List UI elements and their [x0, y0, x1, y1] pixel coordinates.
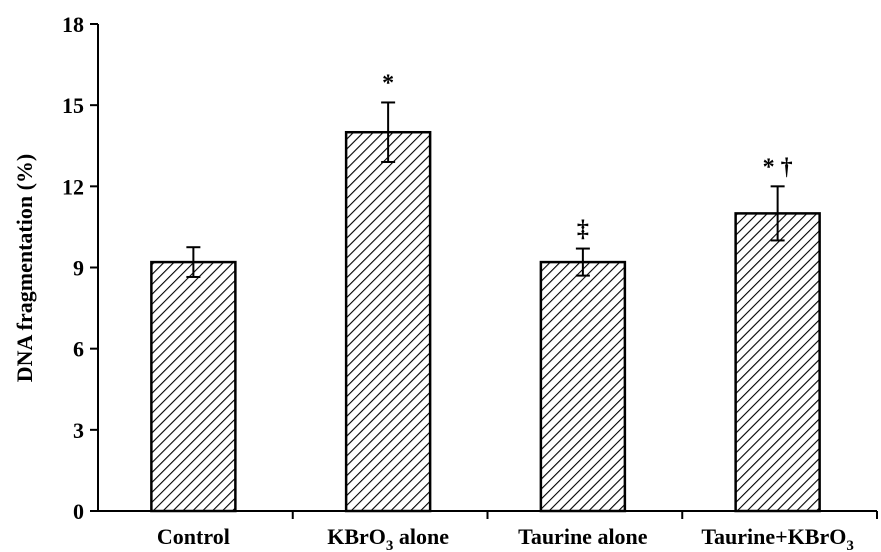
significance-marker-3: * † [763, 154, 793, 180]
y-tick-label-3: 3 [73, 418, 84, 443]
bar-3 [734, 212, 821, 513]
y-axis-title: DNA fragmentation (%) [12, 154, 37, 383]
bar-1 [344, 130, 432, 513]
y-tick-label-18: 18 [62, 12, 84, 37]
bar-0 [150, 260, 237, 513]
y-tick-label-0: 0 [73, 499, 84, 524]
bar-2 [539, 260, 627, 513]
y-tick-label-6: 6 [73, 337, 84, 362]
category-label-1: KBrO3 alone [327, 524, 449, 552]
y-tick-label-15: 15 [62, 93, 84, 118]
category-label-2: Taurine alone [518, 524, 648, 549]
category-label-3: Taurine+KBrO3 [701, 524, 853, 552]
y-tick-label-12: 12 [62, 174, 84, 199]
significance-marker-1: * [382, 70, 394, 96]
category-label-0: Control [157, 524, 230, 549]
significance-marker-2: ‡ [577, 217, 589, 243]
y-tick-label-9: 9 [73, 256, 84, 281]
